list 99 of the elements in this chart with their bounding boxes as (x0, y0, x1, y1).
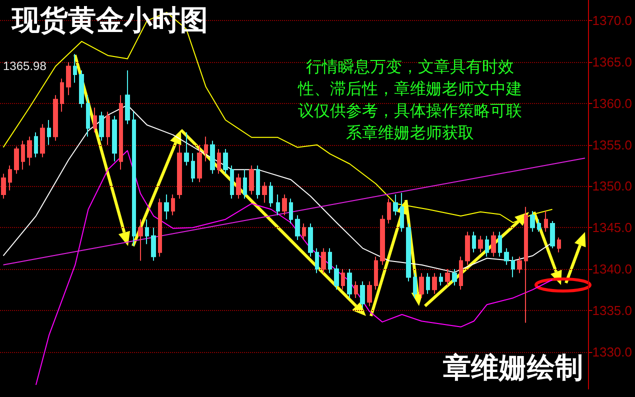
candlestick (21, 140, 25, 170)
candlestick (537, 218, 541, 232)
candlestick (465, 231, 470, 266)
y-tick-label: 1345.0 (592, 220, 632, 236)
candlestick (341, 268, 345, 290)
candlestick (249, 165, 254, 195)
candlestick (347, 268, 352, 298)
candlestick (158, 198, 162, 258)
candlestick (210, 140, 215, 174)
candlestick (517, 256, 522, 274)
candlestick (243, 169, 247, 200)
candlestick (432, 272, 437, 294)
candlestick (66, 62, 71, 96)
candlestick (34, 132, 38, 158)
candlestick (217, 148, 221, 174)
annotation: 行情瞬息万变，文章具有时效性、滞后性，章维姗老师文中建议仅供参考，具体操作策略可联系章维姗老师获取 (296, 56, 523, 144)
candlestick (374, 256, 378, 290)
y-tick-label: 1330.0 (592, 344, 632, 360)
y-tick-label: 1335.0 (592, 302, 632, 318)
candlestick (419, 272, 424, 298)
candlestick (321, 248, 326, 274)
candlestick (328, 248, 332, 274)
candlestick (557, 237, 561, 253)
candlestick (511, 256, 515, 278)
candlestick (550, 220, 555, 249)
candlestick (380, 214, 385, 266)
candlestick (295, 214, 300, 241)
candlestick (334, 264, 339, 290)
candlestick (53, 94, 58, 142)
candlestick (73, 53, 77, 84)
candlestick (413, 272, 417, 298)
candlestick (164, 194, 169, 220)
candlestick (197, 144, 202, 183)
candlestick (393, 194, 398, 216)
candlestick (1, 173, 6, 200)
candlestick (184, 132, 189, 166)
candlestick (125, 70, 130, 125)
candlestick (269, 182, 273, 208)
candlestick (14, 146, 19, 174)
candlestick (289, 198, 293, 224)
candlestick (491, 231, 496, 258)
candlestick (302, 222, 306, 241)
line-series (2, 104, 553, 273)
annotation: 1365.98 (3, 59, 46, 73)
candlestick (485, 235, 489, 258)
candlestick (459, 256, 463, 290)
candlestick (145, 218, 149, 245)
candlestick (171, 194, 175, 216)
candlestick (360, 280, 365, 308)
candlestick (151, 227, 156, 262)
candlestick (276, 194, 280, 216)
candlestick (8, 165, 12, 191)
candlestick (498, 231, 502, 258)
y-tick-label: 1340.0 (592, 261, 632, 276)
candlestick (27, 136, 32, 166)
candlestick (47, 120, 51, 146)
candlestick (400, 192, 404, 232)
candlestick (138, 218, 143, 262)
candlestick (230, 165, 234, 200)
candlestick (472, 231, 476, 253)
candlestick (223, 148, 228, 174)
y-tick-label: 1370.0 (592, 13, 632, 28)
candlestick (106, 111, 110, 146)
candlestick (308, 222, 313, 258)
candlestick (93, 107, 97, 133)
y-tick-label: 1365.0 (592, 54, 632, 70)
candlestick (262, 182, 267, 204)
candlestick (40, 124, 45, 158)
candlestick (99, 111, 104, 142)
candlestick (530, 210, 535, 232)
candlestick (256, 165, 260, 200)
y-tick-label: 1360.0 (592, 96, 632, 111)
candlestick (439, 272, 443, 286)
candlestick (132, 111, 136, 246)
candlestick (282, 194, 287, 216)
candlestick (112, 115, 117, 162)
annotation: 章维姗绘制 (443, 350, 583, 386)
candlestick (445, 268, 450, 286)
candlestick (524, 206, 528, 324)
candlestick (354, 280, 358, 298)
candlestick (544, 210, 548, 232)
candlestick (406, 222, 411, 282)
candlestick (315, 248, 319, 274)
candlestick (79, 70, 84, 108)
candlestick (478, 235, 483, 253)
candlestick (86, 94, 90, 138)
candlestick (387, 198, 391, 224)
candlestick (60, 78, 64, 112)
y-tick-label: 1355.0 (592, 137, 632, 152)
candlestick (452, 268, 457, 286)
candlestick (504, 248, 509, 266)
candlestick (204, 136, 208, 162)
candlestick (236, 173, 241, 200)
candlestick (426, 272, 430, 294)
candlestick (119, 94, 123, 170)
candlestick (177, 144, 182, 200)
candlestick (191, 152, 195, 183)
candlestick (367, 280, 372, 307)
y-tick-label: 1350.0 (592, 178, 632, 194)
